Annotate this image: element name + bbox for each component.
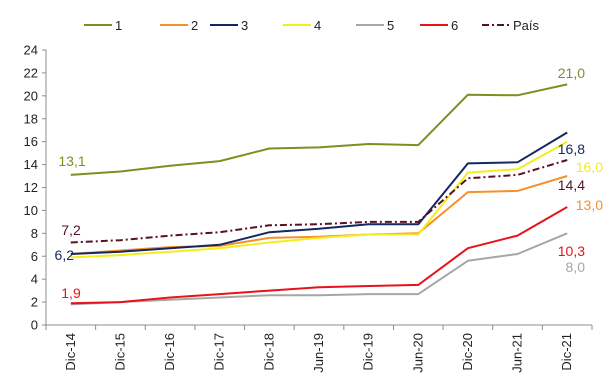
data-label-series-País: 7,2 [61,222,81,238]
y-tick-label: 4 [31,272,38,287]
y-tick-label: 14 [24,157,38,172]
x-tick-label: Dic-17 [212,333,227,371]
legend-label-2: 2 [191,18,198,33]
data-label-series-1: 21,0 [558,65,585,81]
series-line-4 [70,140,568,259]
series-line-6 [70,206,568,305]
legend-label-5: 5 [387,18,394,33]
data-label-series-4: 16,0 [576,159,603,175]
y-tick-label: 2 [31,295,38,310]
y-tick-label: 8 [31,226,38,241]
legend-label-País: País [513,18,540,33]
data-label-series-6: 1,9 [61,285,81,301]
x-tick-label: Dic-14 [63,333,78,371]
data-label-series-País: 14,4 [558,177,585,193]
x-tick-label: Dic-18 [261,333,276,371]
series-line-5 [70,232,568,306]
x-tick-label: Jun-19 [311,333,326,373]
data-label-series-3: 6,2 [55,247,75,263]
data-label-series-1: 13,1 [58,153,85,169]
y-tick-label: 18 [24,111,38,126]
data-labels: 13,1 21,0 13,0 6,2 16,8 16,0 8,0 1,9 10,3 7,2 14,4 [55,65,604,301]
y-tick-label: 22 [24,65,38,80]
data-label-series-6: 10,3 [558,243,585,259]
x-tick-label: Dic-16 [162,333,177,371]
x-tick-label: Dic-15 [112,333,127,371]
legend-label-4: 4 [314,18,321,33]
y-tick-label: 0 [31,318,38,333]
x-axis: Dic-14 Dic-15 Dic-16 Dic-17 Dic-18 Jun-19 Dic-… [45,324,593,373]
series-line-3 [70,131,568,255]
series-line-País [70,159,568,244]
y-tick-label: 12 [24,180,38,195]
y-tick-label: 6 [31,249,38,264]
data-label-series-2: 13,0 [576,197,603,213]
series-lines [70,83,568,306]
y-tick-label: 24 [24,43,38,58]
legend-label-6: 6 [451,18,458,33]
y-tick-label: 20 [24,88,38,103]
legend-label-3: 3 [241,18,248,33]
x-tick-label: Jun-21 [510,333,525,373]
y-tick-label: 10 [24,203,38,218]
chart-legend: 1 2 3 4 5 6 País [84,18,540,33]
data-label-series-5: 8,0 [566,259,586,275]
series-line-2 [70,175,568,255]
x-tick-label: Dic-20 [460,333,475,371]
x-tick-label: Dic-21 [559,333,574,371]
x-tick-label: Jun-20 [410,333,425,373]
series-line-1 [70,83,568,176]
y-tick-label: 16 [24,134,38,149]
data-label-series-3: 16,8 [558,141,585,157]
legend-label-1: 1 [115,18,122,33]
x-tick-label: Dic-19 [361,333,376,371]
